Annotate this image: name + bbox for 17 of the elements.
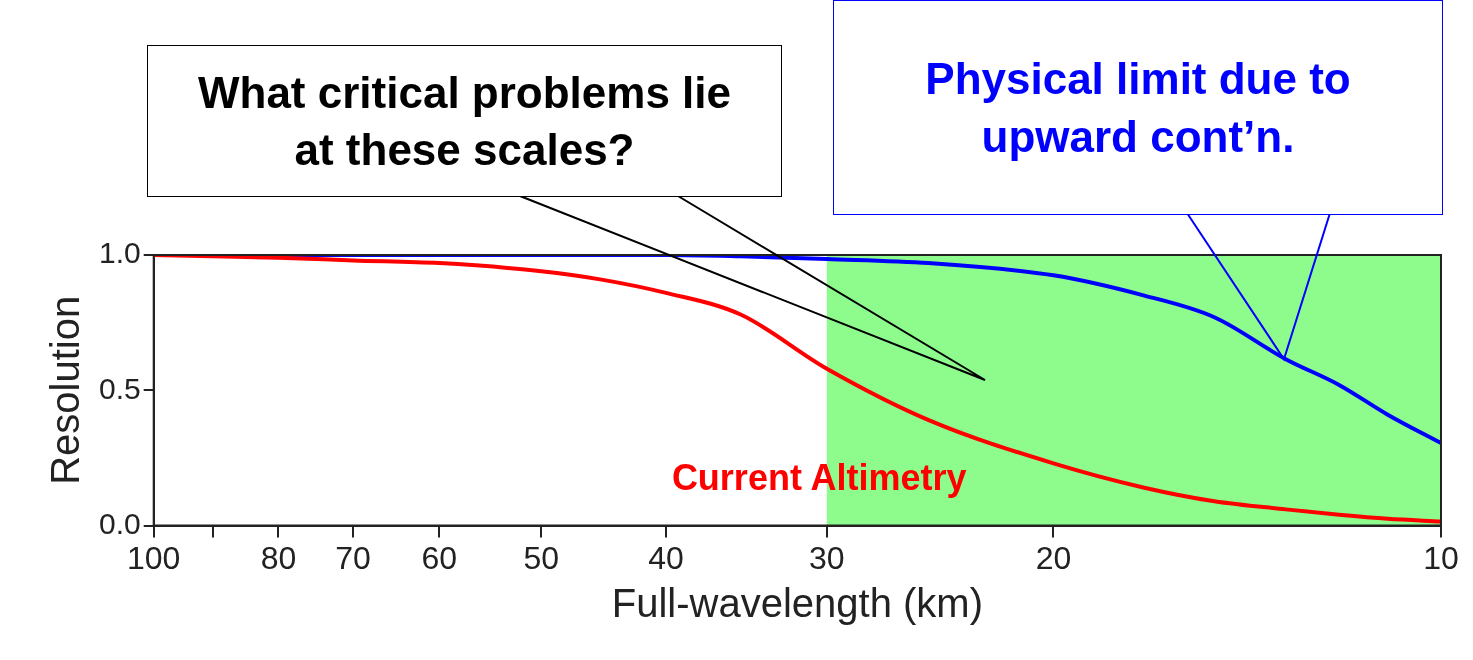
text: What critical problems lie at these scales?	[147, 45, 782, 197]
x-axis-title: Full-wavelength (km)	[611, 581, 983, 626]
x-tick-label: 40	[648, 539, 684, 576]
x-tick-label: 60	[421, 539, 458, 576]
x-tick-label: 20	[1035, 539, 1072, 576]
x-tick-label: 30	[809, 539, 845, 576]
x-tick-label: 80	[260, 539, 297, 576]
y-tick-label: 0.5	[98, 371, 141, 405]
y-axis-title: Resolution	[43, 295, 88, 485]
y-tick-label: 1.0	[98, 236, 141, 270]
series-label: Current Altimetry	[671, 456, 967, 498]
text: Physical limit due to upward cont’n.	[833, 0, 1443, 215]
x-tick-label: 70	[335, 539, 371, 576]
x-tick-label: 10	[1423, 539, 1459, 576]
x-tick-label: 100	[127, 539, 181, 576]
y-tick-label: 0.0	[98, 506, 141, 540]
x-tick-label: 50	[523, 539, 560, 576]
